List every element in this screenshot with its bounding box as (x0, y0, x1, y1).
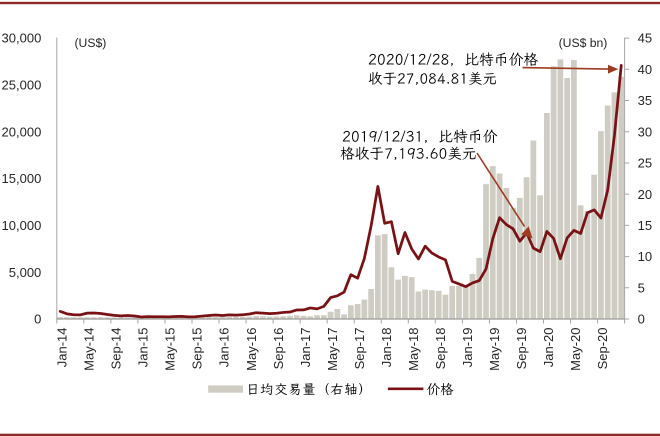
svg-text:Sep-17: Sep-17 (352, 328, 367, 370)
svg-text:(US$ bn): (US$ bn) (559, 36, 608, 50)
svg-text:45: 45 (638, 31, 652, 46)
svg-text:Jan-15: Jan-15 (136, 328, 151, 368)
svg-text:Jan-20: Jan-20 (541, 328, 556, 368)
svg-text:15,000: 15,000 (2, 171, 42, 186)
svg-text:May-19: May-19 (487, 328, 502, 371)
svg-text:25: 25 (638, 156, 652, 171)
svg-text:Sep-20: Sep-20 (595, 328, 610, 370)
svg-text:May-18: May-18 (406, 328, 421, 371)
svg-text:Jan-16: Jan-16 (217, 328, 232, 368)
svg-text:May-17: May-17 (325, 328, 340, 371)
svg-text:10: 10 (638, 249, 652, 264)
svg-text:15: 15 (638, 218, 652, 233)
svg-text:Jan-17: Jan-17 (298, 328, 313, 368)
svg-text:May-15: May-15 (163, 328, 178, 371)
svg-text:40: 40 (638, 62, 652, 77)
svg-text:5,000: 5,000 (9, 265, 42, 280)
svg-text:Sep-19: Sep-19 (514, 328, 529, 370)
svg-text:25,000: 25,000 (2, 78, 42, 93)
svg-text:Sep-18: Sep-18 (433, 328, 448, 370)
svg-text:May-14: May-14 (82, 328, 97, 371)
svg-text:Sep-15: Sep-15 (190, 328, 205, 370)
svg-text:(US$): (US$) (75, 36, 107, 50)
svg-text:Sep-16: Sep-16 (271, 328, 286, 370)
svg-text:Jan-14: Jan-14 (54, 328, 69, 368)
svg-text:10,000: 10,000 (2, 218, 42, 233)
svg-text:30,000: 30,000 (2, 31, 42, 46)
svg-text:Jan-19: Jan-19 (460, 328, 475, 368)
svg-text:30: 30 (638, 124, 652, 139)
svg-text:Sep-14: Sep-14 (109, 328, 124, 370)
svg-text:Jan-18: Jan-18 (379, 328, 394, 368)
svg-text:20,000: 20,000 (2, 124, 42, 139)
svg-text:0: 0 (34, 312, 41, 327)
svg-text:May-16: May-16 (244, 328, 259, 371)
svg-text:May-20: May-20 (568, 328, 583, 371)
svg-text:35: 35 (638, 93, 652, 108)
svg-text:20: 20 (638, 187, 652, 202)
svg-text:0: 0 (638, 312, 645, 327)
svg-text:5: 5 (638, 280, 645, 295)
